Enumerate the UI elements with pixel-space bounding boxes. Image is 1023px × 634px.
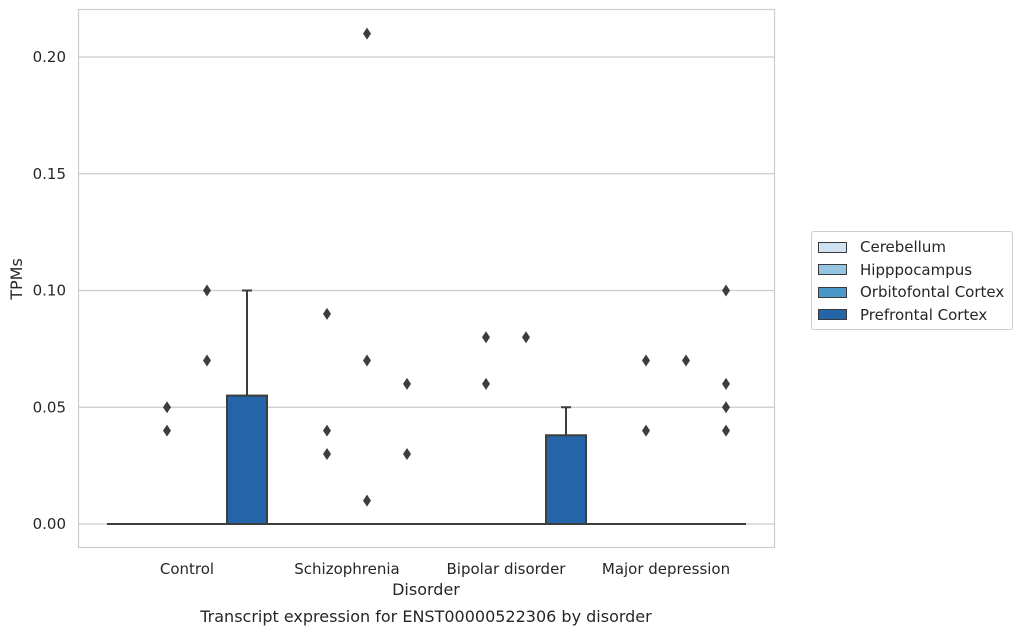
- outlier-point: [163, 424, 171, 437]
- legend-swatch: [818, 264, 847, 276]
- outlier-point: [722, 377, 730, 390]
- gridlines: [79, 56, 775, 525]
- outlier-point: [642, 424, 650, 437]
- outlier-point: [722, 284, 730, 297]
- legend-entry: Hipppocampus: [812, 259, 1012, 282]
- outlier-point: [482, 331, 490, 344]
- outlier-point: [363, 494, 371, 507]
- outlier-point: [163, 401, 171, 414]
- outlier-point: [722, 401, 730, 414]
- legend-swatch: [818, 286, 847, 298]
- y-tick-label: 0.00: [33, 515, 66, 533]
- outlier-point: [682, 354, 690, 367]
- x-tick-label: Control: [160, 560, 214, 578]
- legend-label: Orbitofontal Cortex: [860, 283, 1005, 302]
- outliers: [163, 27, 730, 507]
- x-tick-label: Major depression: [602, 560, 730, 578]
- box: [226, 394, 268, 526]
- x-tick-label: Bipolar disorder: [447, 560, 567, 578]
- outlier-point: [323, 447, 331, 460]
- outlier-point: [403, 377, 411, 390]
- legend-entry: Orbitofontal Cortex: [812, 281, 1012, 304]
- outlier-point: [363, 354, 371, 367]
- outlier-point: [403, 447, 411, 460]
- outlier-point: [323, 424, 331, 437]
- x-tick-label: Schizophrenia: [294, 560, 399, 578]
- plot-frame: [77, 8, 776, 549]
- legend-label: Hipppocampus: [860, 260, 973, 279]
- y-tick-label: 0.05: [33, 398, 66, 416]
- y-tick-label: 0.15: [33, 165, 66, 183]
- box: [545, 434, 587, 525]
- x-axis-label: Disorder: [392, 580, 460, 599]
- outlier-point: [522, 331, 530, 344]
- legend-swatch: [818, 309, 847, 321]
- chart-caption: Transcript expression for ENST0000052230…: [199, 607, 652, 626]
- y-tick-label: 0.20: [33, 48, 66, 66]
- legend-entry: Cerebellum: [812, 236, 1012, 259]
- outlier-point: [203, 284, 211, 297]
- y-axis-label: TPMs: [7, 258, 26, 301]
- legend-entry: Prefrontal Cortex: [812, 304, 1012, 327]
- outlier-point: [642, 354, 650, 367]
- legend-swatch: [818, 241, 847, 253]
- outlier-point: [363, 27, 371, 40]
- legend-label: Cerebellum: [860, 238, 946, 257]
- legend-label: Prefrontal Cortex: [860, 305, 988, 324]
- y-tick-label: 0.10: [33, 282, 66, 300]
- y-tick-labels: 0.00 0.05 0.10 0.15 0.20: [33, 48, 66, 533]
- x-tick-labels: Control Schizophrenia Bipolar disorder Majo…: [160, 560, 730, 578]
- legend: Cerebellum Hipppocampus Orbitofontal Corte…: [811, 231, 1013, 330]
- outlier-point: [323, 307, 331, 320]
- outlier-point: [203, 354, 211, 367]
- outlier-point: [482, 377, 490, 390]
- outlier-point: [722, 424, 730, 437]
- boxes: [107, 289, 746, 526]
